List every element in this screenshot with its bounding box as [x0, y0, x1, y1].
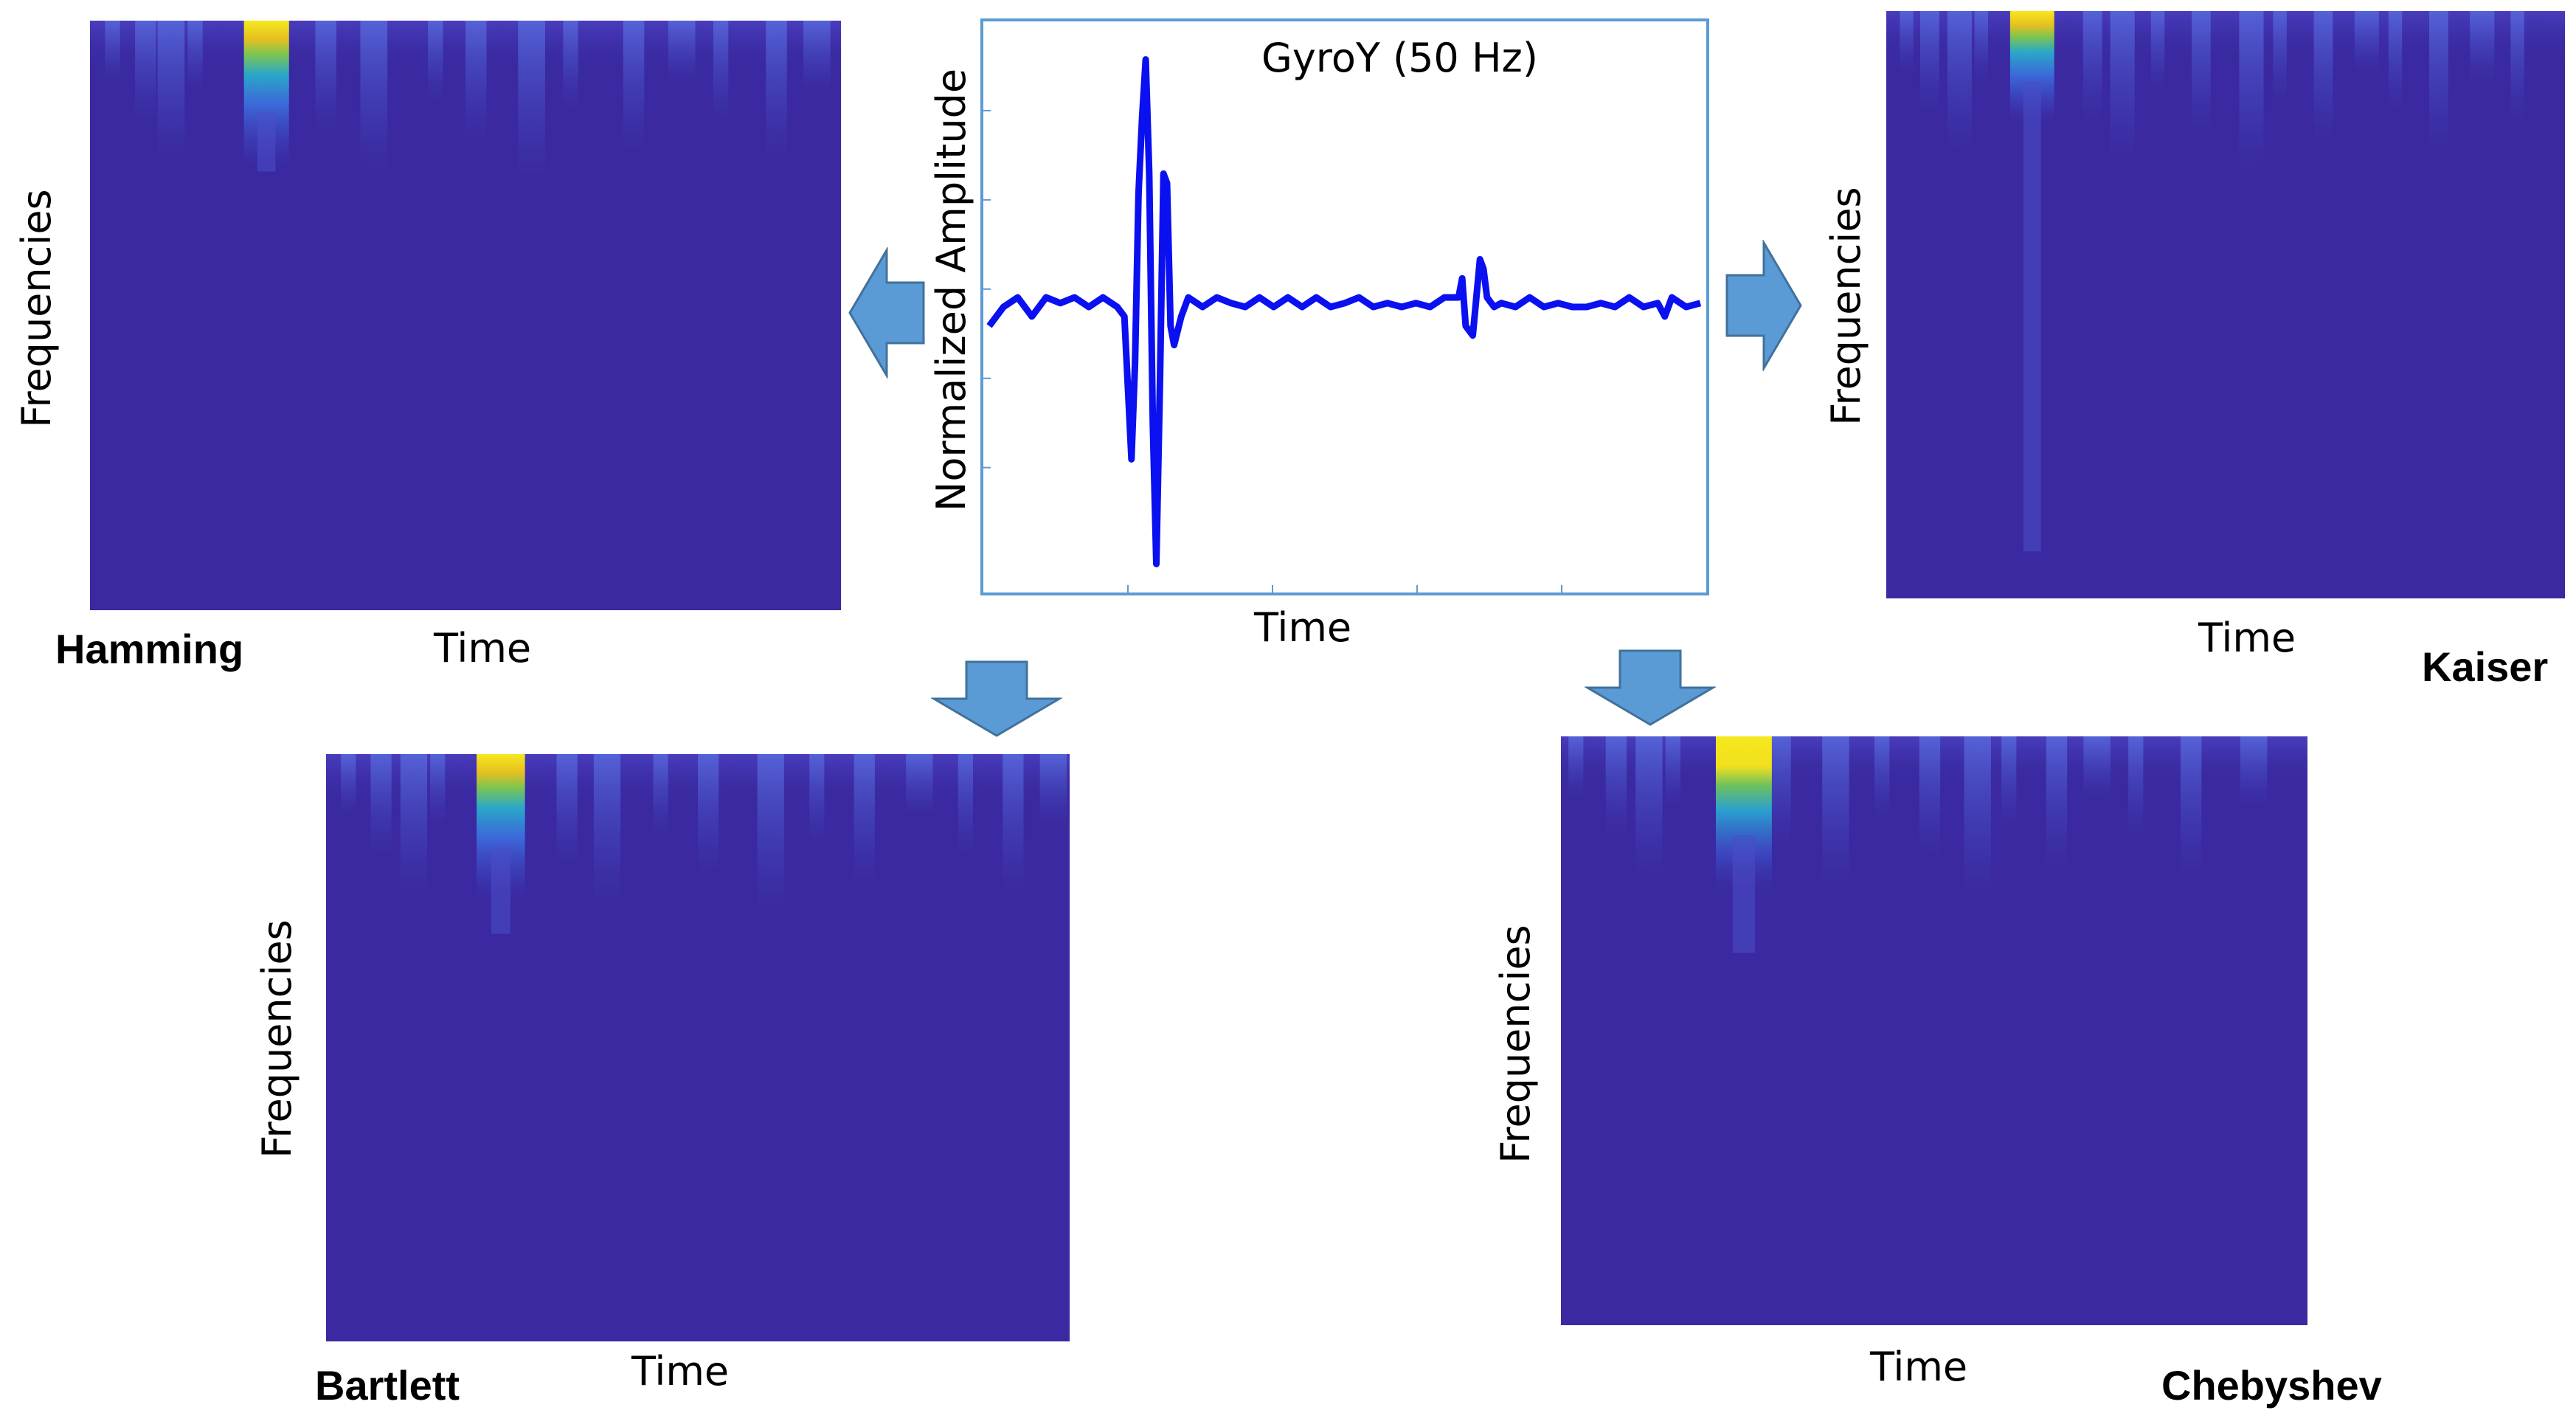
energy-column [958, 754, 973, 872]
bartlett-xlabel: Time [631, 1348, 730, 1395]
bartlett-spectrogram [326, 754, 1070, 1341]
energy-column [623, 21, 645, 174]
energy-column [2150, 11, 2165, 106]
energy-column [2354, 11, 2379, 82]
energy-column [2388, 11, 2403, 129]
arrow-right-icon [1725, 240, 1802, 371]
arrow-down-bartlett-icon [931, 660, 1062, 737]
energy-column [2192, 11, 2211, 153]
energy-column [1039, 754, 1067, 837]
signal-title: GyroY (50 Hz) [1261, 35, 1538, 81]
energy-column [1964, 736, 1991, 925]
peak-tail [491, 846, 510, 934]
arrow-down-chebyshev-icon [1585, 649, 1716, 726]
energy-column [135, 21, 156, 139]
energy-column [518, 21, 545, 210]
signal-ticks [983, 109, 1562, 592]
energy-column [370, 754, 392, 872]
hamming-spectrogram [90, 21, 841, 610]
energy-column [653, 754, 668, 849]
energy-column [2110, 11, 2135, 187]
energy-column [187, 21, 203, 103]
kaiser-name: Kaiser [2422, 643, 2549, 690]
energy-column [1822, 736, 1849, 913]
energy-column [315, 21, 336, 151]
peak-tail [257, 112, 276, 172]
energy-column [593, 754, 621, 930]
energy-column [2273, 11, 2287, 117]
signal-ylabel: Normalized Amplitude [928, 68, 974, 512]
energy-column [105, 21, 120, 91]
energy-column [2510, 11, 2524, 141]
energy-column [2470, 11, 2495, 94]
signal-plot-frame [980, 18, 1709, 595]
spectrogram-image [1886, 11, 2565, 552]
energy-column [854, 754, 875, 907]
energy-column [1947, 11, 1972, 176]
energy-column [1919, 736, 1941, 878]
hamming-xlabel: Time [434, 625, 532, 671]
energy-column [1635, 736, 1663, 902]
energy-column [2046, 736, 2068, 890]
low-energy-band [1886, 11, 2565, 217]
energy-column [2240, 736, 2268, 819]
kaiser-xlabel: Time [2198, 615, 2296, 661]
arrow-left-icon [848, 247, 925, 379]
energy-column [1770, 736, 1791, 866]
hamming-ylabel: Frequencies [13, 189, 60, 428]
energy-column [428, 21, 443, 115]
chebyshev-name: Chebyshev [2161, 1362, 2382, 1409]
spectrogram-image [326, 754, 1070, 960]
energy-column [2128, 736, 2144, 854]
energy-column [2082, 11, 2102, 141]
energy-column [556, 754, 578, 884]
chebyshev-spectrogram [1561, 736, 2307, 1325]
energy-column [400, 754, 428, 919]
energy-column [465, 21, 487, 162]
energy-column [1900, 11, 1914, 82]
chebyshev-ylabel: Frequencies [1492, 925, 1539, 1164]
signal-plot [983, 56, 1702, 592]
energy-column [803, 21, 831, 103]
energy-column [1920, 11, 1939, 129]
energy-column [698, 754, 719, 896]
energy-column [1568, 736, 1584, 807]
energy-column [668, 21, 696, 91]
energy-column [2239, 11, 2264, 199]
energy-column [757, 754, 784, 942]
kaiser-ylabel: Frequencies [1823, 187, 1869, 426]
energy-column [713, 21, 729, 139]
spectrogram-image [90, 21, 841, 227]
energy-column [1974, 11, 1988, 94]
hamming-name: Hamming [55, 626, 244, 672]
peak-tail [2023, 81, 2041, 552]
signal-xlabel: Time [1254, 604, 1352, 651]
peak-tail [1732, 835, 1756, 953]
energy-column [360, 21, 388, 198]
energy-column [430, 754, 446, 837]
energy-column [906, 754, 933, 825]
energy-column [2001, 736, 2017, 843]
bartlett-ylabel: Frequencies [254, 919, 300, 1158]
energy-column [1874, 736, 1890, 831]
energy-column [766, 21, 787, 186]
energy-column [1665, 736, 1680, 819]
kaiser-spectrogram-visible [1886, 11, 2565, 598]
spectrogram-image [1561, 736, 2307, 953]
energy-column [563, 21, 578, 127]
bartlett-name: Bartlett [315, 1362, 460, 1409]
signal-series-line [986, 56, 1702, 567]
energy-column [2083, 736, 2111, 807]
energy-column [157, 21, 185, 186]
energy-column [1003, 754, 1024, 919]
energy-column [2313, 11, 2333, 164]
energy-column [2180, 736, 2202, 902]
energy-column [2429, 11, 2448, 176]
energy-column [1605, 736, 1627, 854]
energy-column [809, 754, 825, 860]
chebyshev-xlabel: Time [1870, 1344, 1968, 1390]
energy-column [341, 754, 356, 825]
